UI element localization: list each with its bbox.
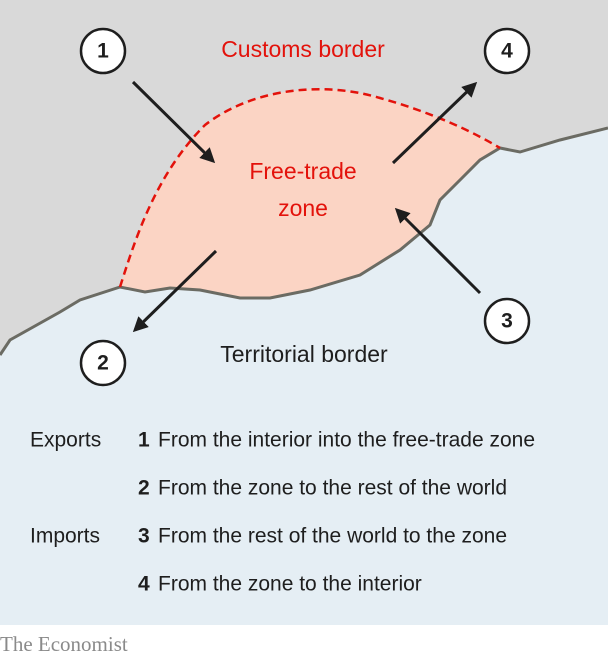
legend-text: From the zone to the rest of the world (158, 477, 507, 500)
marker-number: 3 (501, 310, 513, 333)
legend-text: From the rest of the world to the zone (158, 525, 507, 548)
marker-circle (79, 339, 127, 387)
legend-number: 4 (138, 573, 150, 596)
legend-text: From the interior into the free-trade zo… (158, 429, 535, 452)
footer-source: The Economist (0, 632, 128, 656)
arrow (394, 207, 482, 295)
territorial-border-label: Territorial border (220, 341, 388, 367)
marker-circle (483, 27, 531, 75)
marker-number: 4 (501, 40, 513, 63)
legend-text: From the zone to the interior (158, 573, 422, 596)
marker-circle (483, 297, 531, 345)
territorial-border-line (0, 126, 608, 356)
marker-circle (79, 27, 127, 75)
arrow (131, 80, 216, 164)
arrow (391, 81, 478, 165)
legend-number: 2 (138, 477, 150, 500)
zone-label: zone (278, 195, 328, 221)
marker-number: 2 (97, 352, 109, 375)
legend-group: Imports (30, 525, 100, 548)
legend-number: 1 (138, 429, 150, 452)
zone-label: Free-trade (249, 158, 356, 184)
customs-border-label: Customs border (221, 36, 385, 62)
legend-group: Exports (30, 429, 101, 452)
arrow (132, 249, 218, 333)
legend-number: 3 (138, 525, 150, 548)
marker-number: 1 (97, 40, 109, 63)
